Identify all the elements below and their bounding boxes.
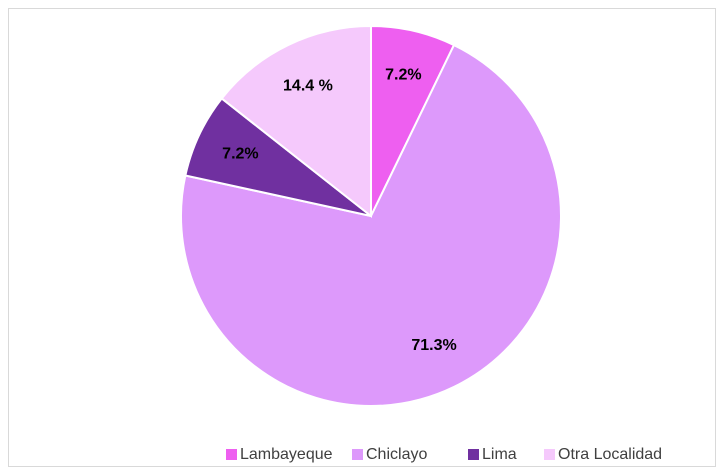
pie-slice: [220, 24, 372, 219]
legend-swatch: [468, 449, 479, 460]
legend-label: Lambayeque: [240, 446, 333, 463]
data-label: 7.2%: [222, 146, 258, 163]
data-label: 14.4 %: [283, 77, 333, 94]
data-label: 7.2%: [385, 66, 421, 83]
legend-swatch: [226, 449, 237, 460]
legend-swatch: [544, 449, 555, 460]
legend-swatch: [352, 449, 363, 460]
pie-slice: [180, 43, 562, 407]
legend-label: Chiclayo: [366, 446, 427, 463]
legend-label: Lima: [482, 446, 517, 463]
data-label: 71.3%: [411, 337, 456, 354]
legend-label: Otra Localidad: [558, 446, 662, 463]
